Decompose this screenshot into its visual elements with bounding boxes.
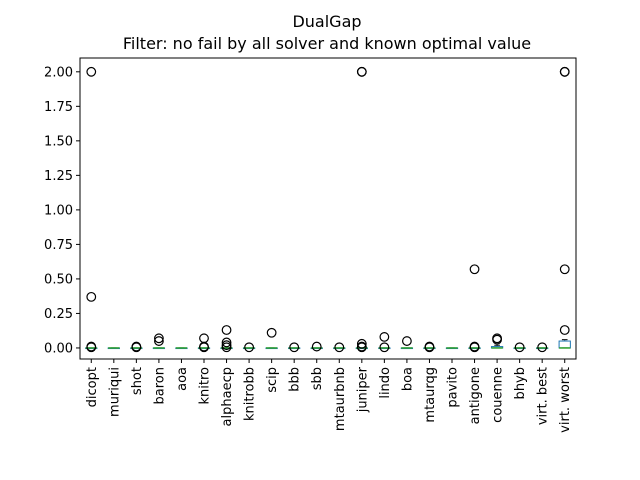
flier-point bbox=[469, 342, 480, 353]
flier-point bbox=[356, 338, 367, 349]
flier-point bbox=[86, 291, 97, 302]
plot-area: 0.00 0.25 0.50 0.75 1.00 1.25 1.50 1.75 2.00 dico… bbox=[44, 57, 577, 433]
flier-point bbox=[154, 333, 164, 344]
y-tick-label: 1.75 bbox=[44, 100, 73, 115]
flier-point bbox=[334, 342, 345, 353]
flier-point bbox=[356, 66, 367, 77]
flier-point bbox=[559, 325, 570, 335]
flier-point bbox=[154, 336, 164, 346]
x-tick-label: juniper bbox=[355, 366, 370, 413]
flier-point bbox=[86, 342, 97, 353]
y-tick-label: 1.25 bbox=[44, 169, 73, 184]
flier-point bbox=[289, 342, 300, 353]
x-tick-label: knitro bbox=[198, 367, 213, 405]
x-tick-label: aoa bbox=[175, 367, 190, 391]
x-tick-label: boa bbox=[400, 367, 415, 391]
y-tick-label: 0.25 bbox=[44, 307, 73, 322]
flier-point bbox=[402, 336, 412, 346]
flier-point bbox=[514, 342, 525, 353]
flier-point bbox=[221, 342, 232, 353]
flier-point bbox=[221, 325, 232, 335]
flier-point bbox=[86, 66, 97, 77]
flier-point bbox=[131, 342, 142, 353]
box-body bbox=[558, 340, 571, 349]
flier-point bbox=[244, 342, 254, 353]
flier-point bbox=[469, 264, 480, 275]
plot-frame bbox=[79, 57, 577, 360]
y-tick-label: 1.00 bbox=[44, 203, 73, 218]
x-tick-label: dicopt bbox=[85, 367, 100, 407]
x-tick-label: scip bbox=[265, 367, 280, 393]
chart-title: DualGap bbox=[292, 12, 361, 31]
x-tick-label: lindo bbox=[378, 367, 393, 399]
x-tick-label: virt. worst bbox=[558, 367, 573, 433]
x-tick-label: antigone bbox=[468, 367, 483, 424]
flier-point bbox=[424, 342, 435, 353]
x-tick-label: bhyb bbox=[513, 367, 528, 399]
flier-point bbox=[199, 342, 209, 353]
flier-point bbox=[356, 342, 367, 353]
x-tick-label: mtaurbnb bbox=[333, 367, 348, 431]
flier-point bbox=[379, 332, 390, 342]
flier-point bbox=[311, 341, 322, 352]
x-tick-label: bbb bbox=[288, 367, 303, 392]
x-tick-label: couenne bbox=[491, 367, 506, 423]
flier-point bbox=[221, 337, 232, 348]
y-tick-label: 0.00 bbox=[44, 341, 73, 356]
x-tick-label: muriqui bbox=[107, 367, 122, 417]
flier-point bbox=[492, 334, 502, 345]
y-tick-label: 0.50 bbox=[44, 272, 73, 287]
x-tick-label: knitrobb bbox=[243, 367, 258, 421]
flier-point bbox=[199, 333, 209, 344]
x-tick-label: virt. best bbox=[536, 367, 551, 425]
y-tick-label: 1.50 bbox=[44, 134, 73, 149]
chart-subtitle: Filter: no fail by all solver and known … bbox=[123, 34, 531, 53]
flier-point bbox=[266, 327, 277, 338]
flier-point bbox=[559, 264, 570, 275]
y-tick-label: 2.00 bbox=[44, 65, 73, 80]
x-tick-label: pavito bbox=[446, 367, 461, 408]
x-tick-label: baron bbox=[152, 367, 167, 404]
x-tick-label: mtaurqg bbox=[423, 367, 438, 423]
x-tick-label: alphaecp bbox=[220, 367, 235, 426]
flier-point bbox=[537, 342, 548, 353]
x-tick-label: sbb bbox=[310, 367, 325, 390]
y-tick-label: 0.75 bbox=[44, 238, 73, 253]
flier-point bbox=[379, 342, 390, 353]
flier-point bbox=[559, 66, 570, 77]
x-tick-label: shot bbox=[130, 367, 145, 395]
